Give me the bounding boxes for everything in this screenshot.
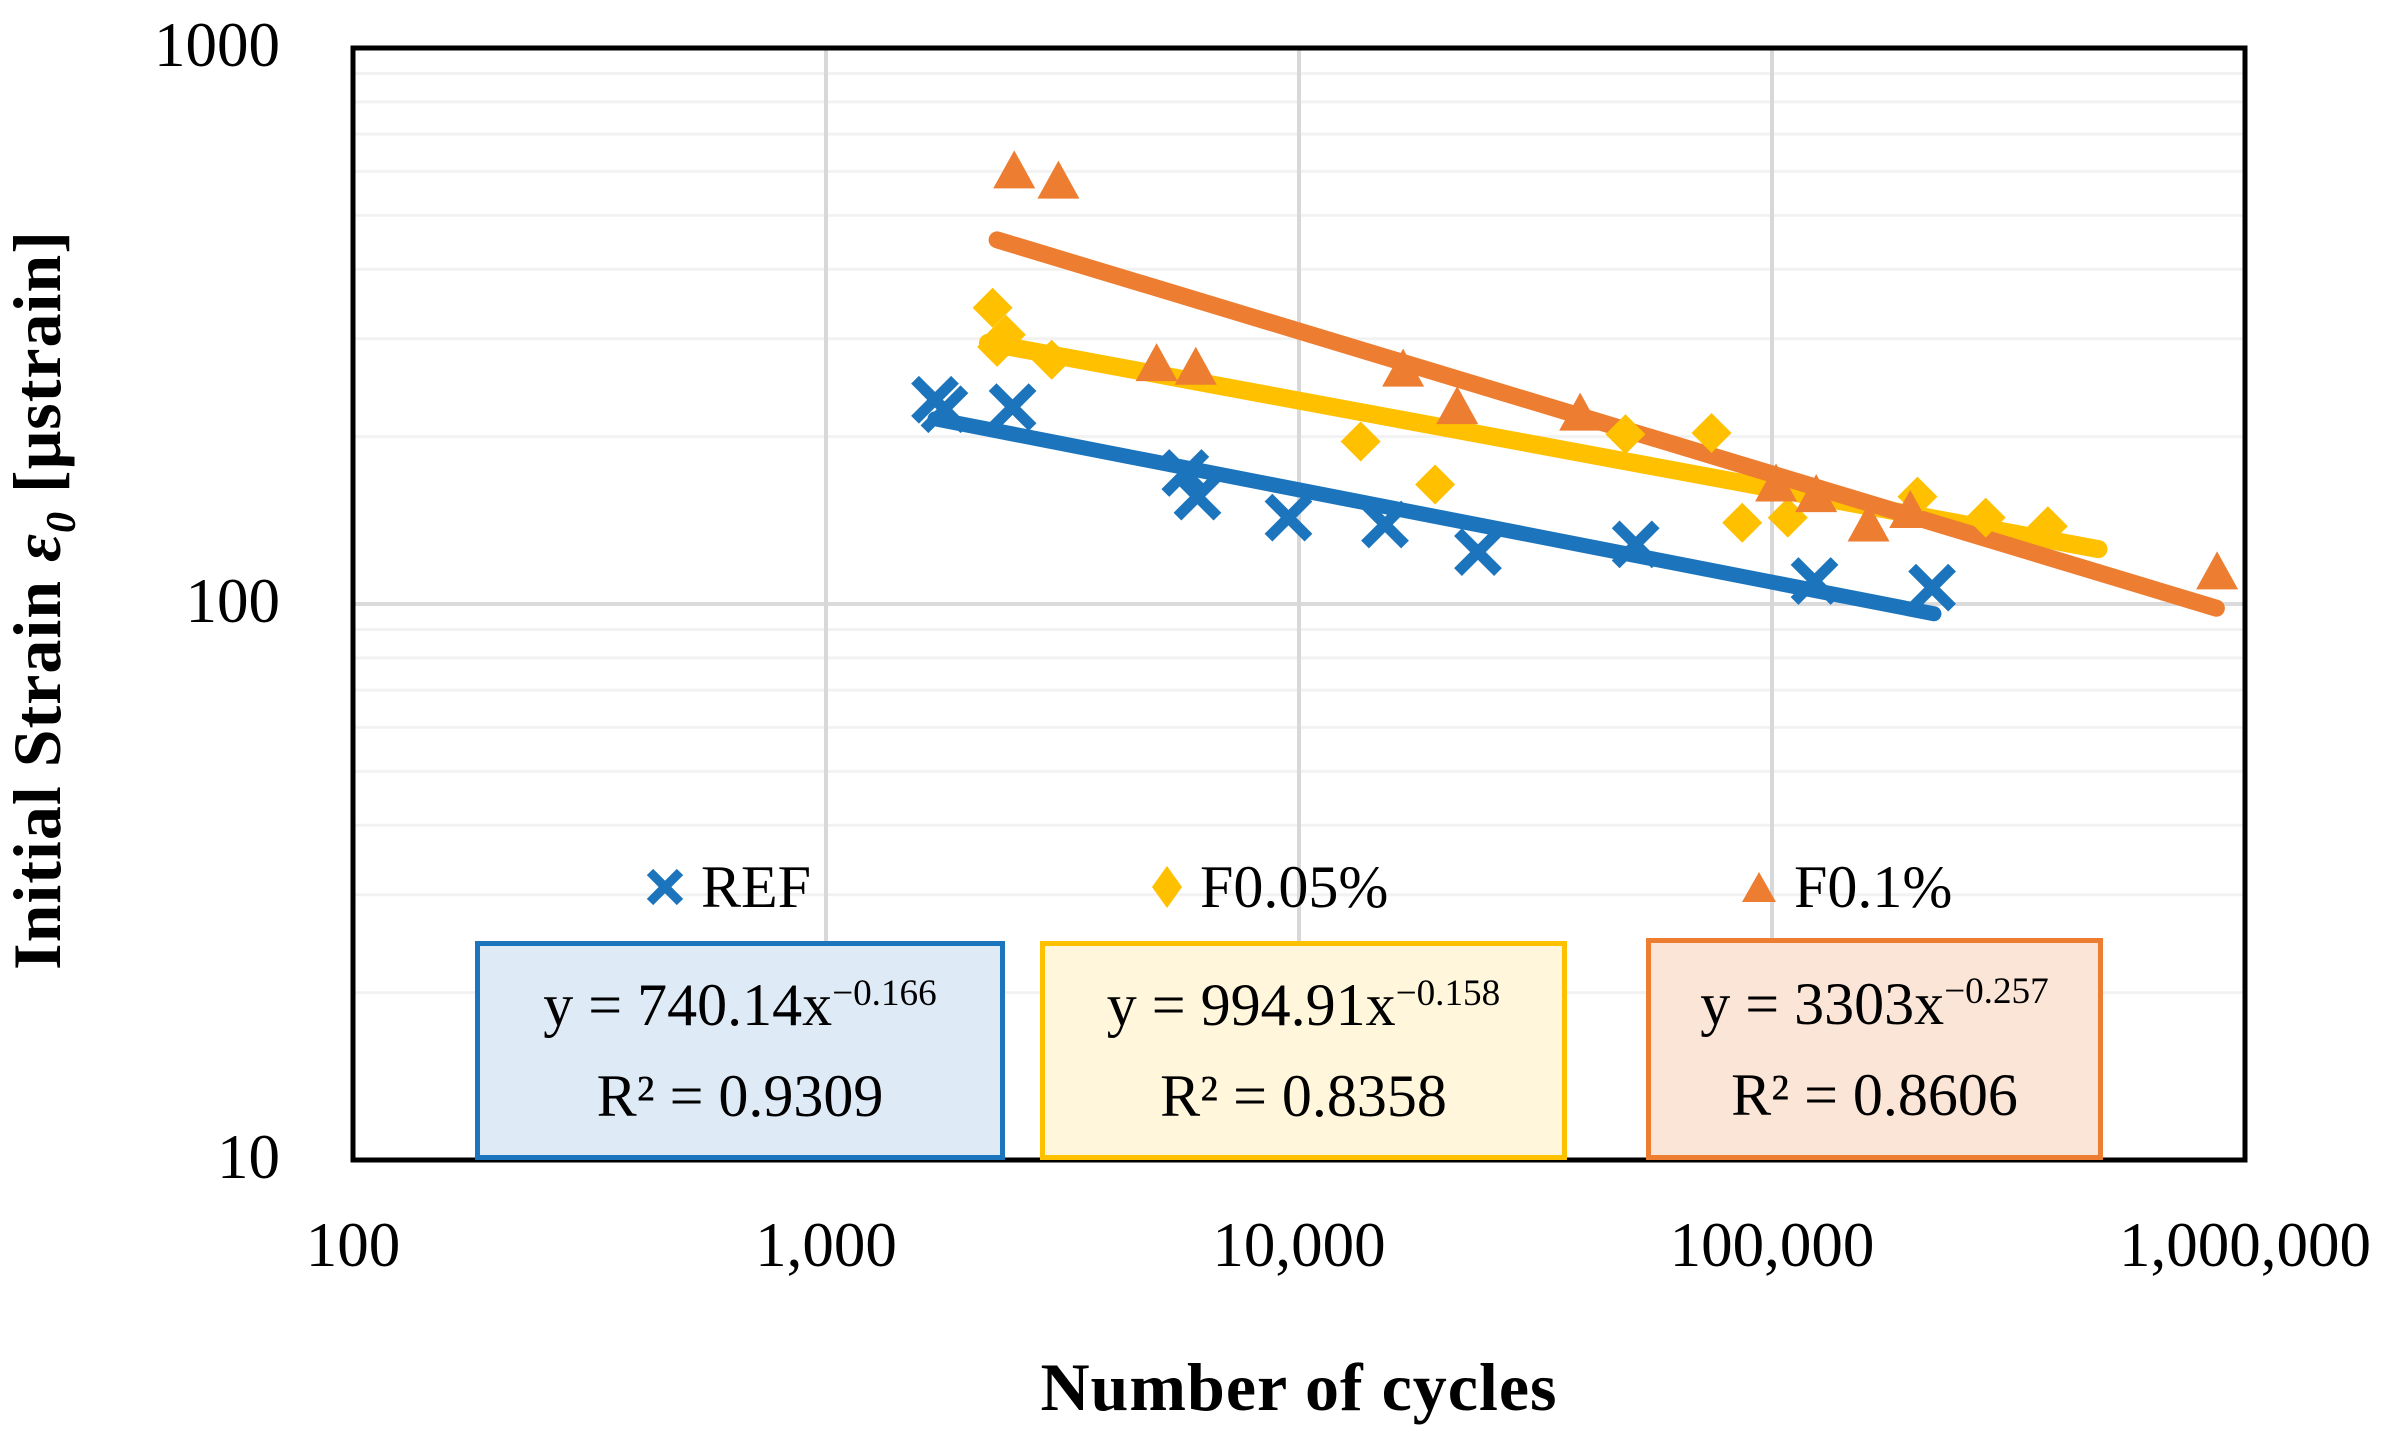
- data-point: [1031, 339, 1072, 380]
- legend-label: F0.1%: [1794, 854, 1953, 920]
- data-point: [1382, 348, 1425, 387]
- data-point: [1174, 346, 1217, 385]
- data-point: [1908, 563, 1956, 612]
- data-point: [1605, 414, 1646, 455]
- trendline-REF: [927, 411, 1942, 622]
- data-point: [1340, 421, 1381, 462]
- equation-box-f01: y = 3303x−0.257 R² = 0.8606: [1646, 938, 2103, 1160]
- trendline-equation: y = 3303x−0.257: [1700, 970, 2049, 1037]
- y-tick-label: 100: [185, 566, 281, 636]
- data-point: [1795, 474, 1838, 513]
- x-marker-icon: [646, 868, 684, 906]
- data-point: [1767, 497, 1808, 538]
- plot-frame: [350, 45, 2248, 1163]
- data-point: [1790, 557, 1839, 605]
- data-point: [972, 287, 1013, 328]
- legend-item-ref: REF: [645, 854, 811, 920]
- data-point: [1897, 476, 1938, 517]
- data-point: [1965, 497, 2006, 538]
- data-point: [1454, 528, 1502, 576]
- data-point: [1436, 386, 1479, 425]
- data-point: [1037, 160, 1080, 199]
- data-point: [1361, 500, 1409, 549]
- x-tick-label: 1,000: [755, 1210, 897, 1280]
- trendline-F0.1%: [988, 231, 2225, 617]
- y-tick-label: 10: [217, 1122, 280, 1192]
- diamond-marker-icon: [1152, 866, 1182, 908]
- data-point: [1611, 520, 1660, 569]
- equation-box-ref: y = 740.14x−0.166 R² = 0.9309: [475, 941, 1005, 1160]
- data-point: [1722, 502, 1763, 543]
- data-point: [1691, 413, 1732, 454]
- data-point: [1889, 489, 1932, 528]
- data-point: [988, 383, 1037, 432]
- triangle-marker-icon: [1742, 872, 1776, 902]
- equation-box-f005: y = 994.91x−0.158 R² = 0.8358: [1040, 941, 1567, 1160]
- r-squared-value: R² = 0.9309: [596, 1063, 884, 1129]
- r-squared-value: R² = 0.8358: [1160, 1063, 1447, 1129]
- legend-item-f01: F0.1%: [1740, 854, 1952, 920]
- data-point: [1847, 503, 1890, 542]
- r-squared-value: R² = 0.8606: [1731, 1061, 2018, 1128]
- data-point: [2196, 551, 2239, 590]
- x-tick-label: 100,000: [1669, 1210, 1875, 1280]
- legend-item-f005: F0.05%: [1150, 854, 1388, 920]
- data-point: [1173, 472, 1222, 521]
- x-tick-label: 1,000,000: [2119, 1210, 2371, 1280]
- data-point: [1559, 392, 1602, 431]
- markers-F0.1%: [993, 150, 2239, 590]
- legend-label: F0.05%: [1200, 854, 1389, 920]
- data-point: [985, 314, 1026, 355]
- data-point: [1755, 463, 1798, 502]
- data-point: [1161, 449, 1210, 497]
- trendline-equation: y = 740.14x−0.166: [543, 972, 937, 1038]
- markers-F0.05%: [972, 287, 2068, 547]
- data-point: [1415, 464, 1456, 505]
- markers-REF: [911, 375, 1956, 612]
- epsilon-symbol: ε: [0, 533, 76, 562]
- data-point: [1135, 343, 1178, 382]
- trendline-equation: y = 994.91x−0.158: [1106, 972, 1501, 1038]
- x-tick-label: 10,000: [1212, 1210, 1386, 1280]
- data-point: [2027, 506, 2068, 547]
- y-tick-label: 1000: [154, 10, 280, 80]
- x-axis-title: Number of cycles: [1040, 1349, 1558, 1425]
- x-tick-label: 100: [305, 1210, 401, 1280]
- data-point: [993, 150, 1036, 189]
- data-point: [920, 385, 969, 434]
- legend-label: REF: [701, 854, 812, 920]
- data-point: [1264, 493, 1313, 542]
